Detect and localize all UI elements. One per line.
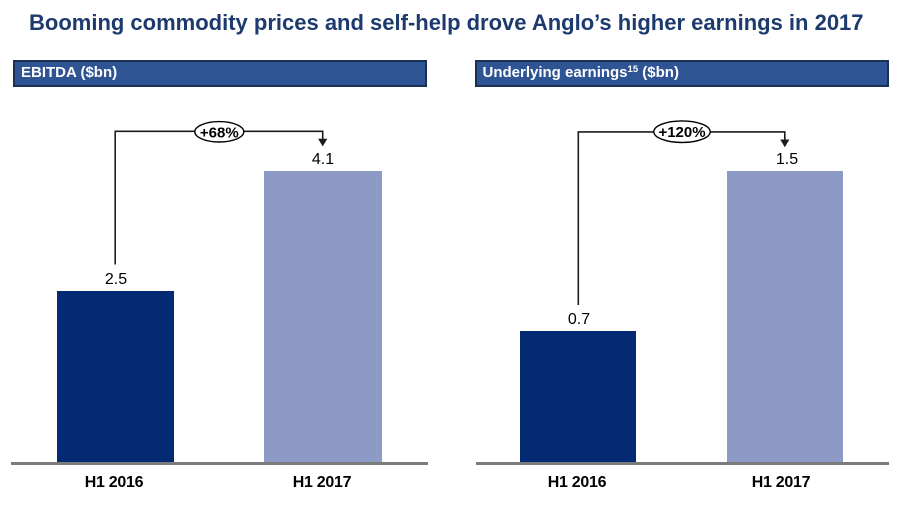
- svg-text:+68%: +68%: [200, 124, 239, 141]
- svg-text:+120%: +120%: [658, 124, 705, 141]
